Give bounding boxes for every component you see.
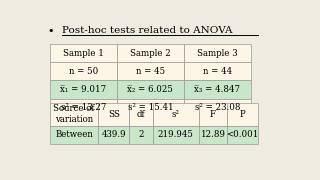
Text: n = 45: n = 45	[136, 67, 165, 76]
Text: F: F	[210, 110, 216, 119]
Text: 439.9: 439.9	[101, 130, 126, 139]
Text: s² = 23.08: s² = 23.08	[195, 103, 240, 112]
Text: 219.945: 219.945	[158, 130, 194, 139]
Bar	[129, 103, 153, 126]
Text: Sample 3: Sample 3	[197, 49, 238, 58]
Text: Source of
variation: Source of variation	[53, 104, 95, 124]
Bar	[50, 80, 117, 99]
Text: P: P	[240, 110, 246, 119]
Bar	[184, 44, 251, 62]
Text: x̅₃ = 4.847: x̅₃ = 4.847	[194, 85, 240, 94]
Bar	[50, 99, 117, 116]
Bar	[50, 126, 98, 144]
Text: n = 50: n = 50	[69, 67, 98, 76]
Bar	[153, 126, 199, 144]
Bar	[117, 99, 184, 116]
Bar	[50, 44, 117, 62]
Text: s² = 15.41: s² = 15.41	[128, 103, 173, 112]
Bar	[50, 103, 98, 126]
Bar	[153, 103, 199, 126]
Text: x̅₂ = 6.025: x̅₂ = 6.025	[127, 85, 173, 94]
Text: 2: 2	[138, 130, 144, 139]
Text: x̅₁ = 9.017: x̅₁ = 9.017	[60, 85, 107, 94]
Text: <0.001: <0.001	[227, 130, 259, 139]
Bar	[129, 126, 153, 144]
Text: s² = 13.27: s² = 13.27	[61, 103, 106, 112]
Text: Between: Between	[55, 130, 93, 139]
Text: df: df	[137, 110, 145, 119]
Bar	[117, 80, 184, 99]
Bar	[50, 62, 117, 80]
Bar	[184, 99, 251, 116]
Text: •: •	[47, 26, 54, 36]
Text: Sample 2: Sample 2	[130, 49, 171, 58]
Text: 12.89: 12.89	[200, 130, 226, 139]
Bar	[199, 126, 227, 144]
Bar	[98, 126, 129, 144]
Text: SS: SS	[108, 110, 120, 119]
Bar	[199, 103, 227, 126]
Bar	[98, 103, 129, 126]
Text: n = 44: n = 44	[203, 67, 232, 76]
Bar	[227, 126, 258, 144]
Text: Post-hoc tests related to ANOVA: Post-hoc tests related to ANOVA	[62, 26, 233, 35]
Text: s²: s²	[172, 110, 180, 119]
Bar	[117, 44, 184, 62]
Bar	[184, 80, 251, 99]
Bar	[117, 62, 184, 80]
Bar	[227, 103, 258, 126]
Text: Sample 1: Sample 1	[63, 49, 104, 58]
Bar	[184, 62, 251, 80]
